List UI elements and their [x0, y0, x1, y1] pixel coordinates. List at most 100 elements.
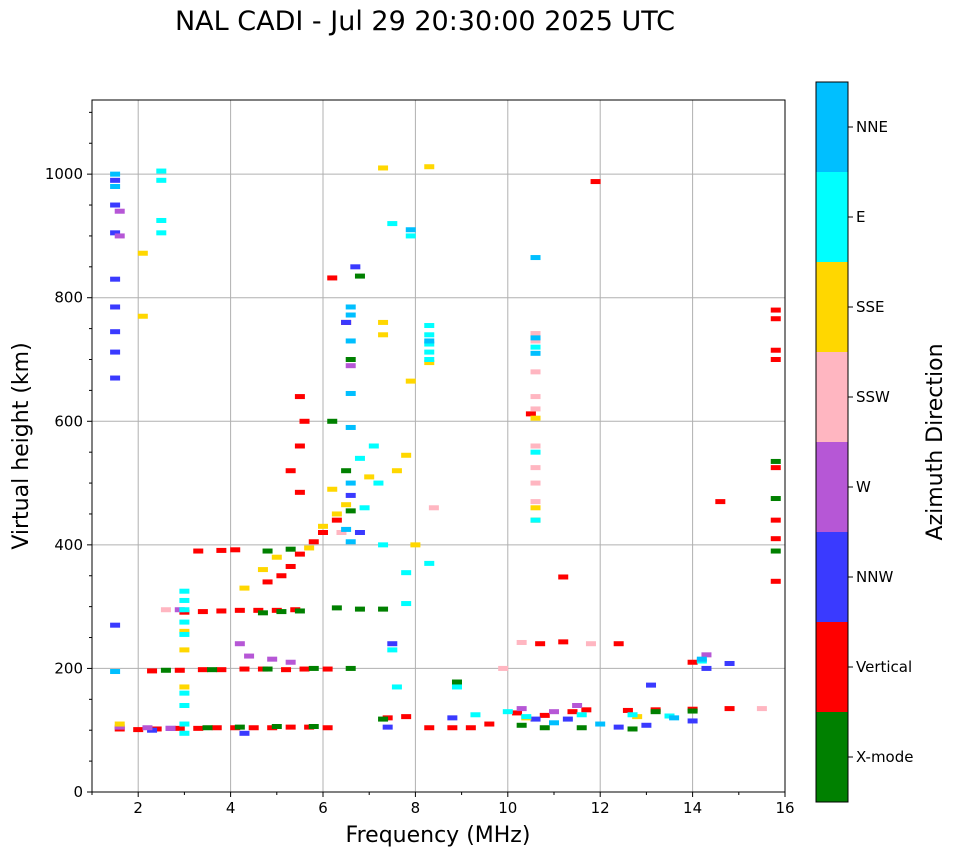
data-point — [530, 465, 541, 471]
data-point — [613, 724, 624, 730]
data-point — [770, 347, 781, 353]
data-point — [262, 579, 273, 585]
series-nne — [110, 171, 707, 727]
data-point — [244, 653, 255, 659]
data-point — [424, 341, 435, 347]
colorbar-tick-label: E — [856, 208, 865, 226]
data-point — [345, 390, 356, 396]
data-point — [110, 304, 121, 310]
data-point — [179, 647, 190, 653]
data-point — [530, 369, 541, 375]
data-point — [299, 418, 310, 424]
data-point — [696, 656, 707, 662]
data-point — [142, 725, 153, 731]
data-point — [133, 727, 144, 733]
data-point — [378, 606, 389, 612]
data-point — [530, 344, 541, 350]
data-point — [382, 724, 393, 730]
data-point — [160, 667, 171, 673]
data-point — [724, 660, 735, 666]
data-point — [345, 480, 356, 486]
data-point — [179, 703, 190, 708]
data-point — [230, 547, 241, 553]
data-point — [304, 545, 315, 551]
data-point — [318, 530, 328, 535]
data-point — [354, 273, 365, 279]
data-point — [179, 730, 190, 736]
data-point — [530, 449, 541, 455]
data-point — [401, 570, 412, 576]
x-tick-label: 10 — [498, 799, 517, 817]
data-point — [318, 523, 328, 529]
data-point — [359, 505, 370, 511]
data-point — [110, 202, 121, 208]
data-point — [193, 725, 204, 731]
data-point — [354, 455, 365, 461]
x-tick-label: 14 — [683, 799, 702, 817]
data-point — [770, 578, 781, 584]
data-point — [405, 227, 416, 233]
data-point — [530, 499, 541, 505]
data-point — [378, 542, 389, 548]
data-point — [110, 669, 121, 675]
data-point — [336, 530, 347, 535]
series-vertical — [114, 179, 781, 733]
data-point — [350, 264, 361, 270]
data-point — [516, 706, 527, 712]
data-point — [572, 703, 583, 708]
data-point — [701, 652, 712, 658]
colorbar: X-mode Vertical NNW W SSW SSE E NNE — [815, 81, 913, 803]
data-point — [308, 665, 319, 671]
chart-title: NAL CADI - Jul 29 20:30:00 2025 UTC — [174, 6, 676, 37]
data-point — [424, 323, 435, 329]
data-point — [345, 304, 356, 310]
data-point — [160, 607, 171, 613]
data-points — [110, 164, 781, 736]
data-point — [341, 502, 352, 508]
data-point — [424, 164, 435, 170]
data-point — [378, 332, 389, 338]
data-point — [451, 679, 462, 685]
data-point — [345, 539, 356, 545]
data-point — [405, 233, 416, 239]
data-point — [234, 641, 245, 647]
data-point — [354, 530, 365, 535]
data-point — [294, 443, 305, 449]
colorbar-tick-label: SSE — [856, 298, 885, 316]
data-point — [234, 724, 245, 730]
data-point — [110, 349, 121, 355]
data-point — [525, 411, 536, 417]
data-point — [285, 546, 296, 552]
data-point — [197, 667, 208, 673]
data-point — [387, 647, 398, 653]
data-point — [585, 641, 596, 647]
colorbar-segment — [816, 172, 848, 262]
data-point — [211, 725, 222, 731]
data-point — [530, 338, 541, 344]
data-point — [262, 666, 273, 672]
data-point — [179, 631, 190, 637]
data-point — [114, 233, 125, 239]
data-point — [179, 607, 190, 613]
plot-frame — [91, 99, 786, 793]
data-point — [345, 312, 356, 318]
data-point — [294, 608, 305, 614]
data-point — [770, 536, 781, 542]
data-point — [110, 230, 121, 236]
data-point — [424, 332, 435, 338]
colorbar-segment — [816, 82, 848, 172]
data-point — [530, 415, 541, 421]
data-point — [595, 721, 606, 727]
data-point — [156, 168, 167, 174]
series-nnw — [110, 177, 735, 736]
data-point — [354, 606, 365, 612]
data-point — [378, 319, 389, 325]
data-point — [530, 255, 541, 261]
data-point — [179, 619, 190, 625]
y-tick-label: 1000 — [45, 165, 83, 183]
data-point — [110, 276, 121, 282]
data-point — [114, 208, 125, 214]
data-point — [110, 171, 121, 177]
data-point — [770, 307, 781, 313]
y-tick-label: 600 — [54, 412, 83, 430]
